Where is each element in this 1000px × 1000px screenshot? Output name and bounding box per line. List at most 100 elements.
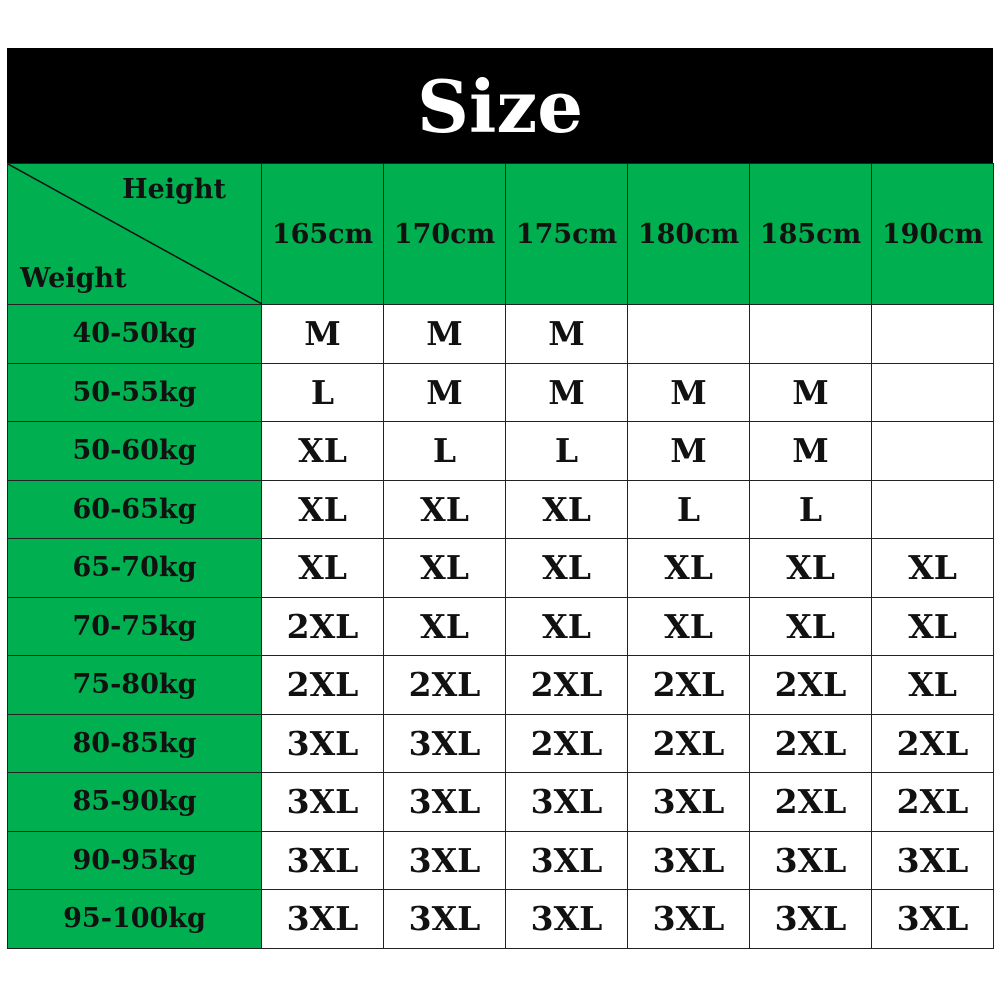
size-cell: M bbox=[261, 304, 384, 364]
size-cell: 2XL bbox=[505, 713, 628, 773]
height-header: 165cm bbox=[261, 163, 384, 305]
size-cell bbox=[871, 304, 994, 364]
size-cell: 3XL bbox=[383, 772, 506, 832]
size-cell: XL bbox=[383, 479, 506, 539]
table-row: 90-95kg 3XL 3XL 3XL 3XL 3XL 3XL bbox=[7, 830, 994, 890]
size-cell: XL bbox=[871, 655, 994, 715]
size-cell: XL bbox=[505, 479, 628, 539]
table-row: 50-60kg XL L L M M bbox=[7, 421, 994, 481]
weight-cell: 80-85kg bbox=[7, 713, 262, 773]
weight-cell: 75-80kg bbox=[7, 655, 262, 715]
weight-cell: 90-95kg bbox=[7, 830, 262, 890]
weight-cell: 60-65kg bbox=[7, 479, 262, 539]
weight-cell: 70-75kg bbox=[7, 596, 262, 656]
size-cell: XL bbox=[261, 421, 384, 481]
height-header: 190cm bbox=[871, 163, 994, 305]
height-header: 185cm bbox=[749, 163, 872, 305]
weight-cell: 65-70kg bbox=[7, 538, 262, 598]
size-cell: 3XL bbox=[383, 830, 506, 890]
height-header: 175cm bbox=[505, 163, 628, 305]
size-cell: XL bbox=[749, 538, 872, 598]
size-cell: M bbox=[505, 304, 628, 364]
size-cell bbox=[871, 362, 994, 422]
table-row: 60-65kg XL XL XL L L bbox=[7, 479, 994, 539]
size-cell: M bbox=[627, 421, 750, 481]
size-cell bbox=[627, 304, 750, 364]
size-cell: 2XL bbox=[749, 655, 872, 715]
size-cell bbox=[871, 479, 994, 539]
size-cell: 2XL bbox=[749, 713, 872, 773]
size-cell: XL bbox=[505, 596, 628, 656]
size-cell: XL bbox=[261, 479, 384, 539]
size-cell: XL bbox=[627, 538, 750, 598]
size-cell: 2XL bbox=[261, 655, 384, 715]
size-cell: L bbox=[627, 479, 750, 539]
size-cell: XL bbox=[505, 538, 628, 598]
chart-title: Size bbox=[7, 48, 993, 163]
table-row: 85-90kg 3XL 3XL 3XL 3XL 2XL 2XL bbox=[7, 772, 994, 832]
size-cell: M bbox=[505, 362, 628, 422]
size-cell: 3XL bbox=[749, 830, 872, 890]
diagonal-divider bbox=[8, 164, 262, 304]
size-cell: 3XL bbox=[505, 772, 628, 832]
table-row: 75-80kg 2XL 2XL 2XL 2XL 2XL XL bbox=[7, 655, 994, 715]
height-label: Height bbox=[122, 174, 226, 205]
size-cell: 3XL bbox=[871, 830, 994, 890]
size-cell: 2XL bbox=[627, 655, 750, 715]
size-cell: 3XL bbox=[627, 830, 750, 890]
size-cell: 2XL bbox=[749, 772, 872, 832]
size-cell: XL bbox=[871, 596, 994, 656]
table-row: 50-55kg L M M M M bbox=[7, 362, 994, 422]
corner-cell: Height Weight bbox=[7, 163, 262, 305]
weight-cell: 85-90kg bbox=[7, 772, 262, 832]
size-cell: 3XL bbox=[261, 713, 384, 773]
height-header: 180cm bbox=[627, 163, 750, 305]
size-cell: 3XL bbox=[505, 830, 628, 890]
size-cell: L bbox=[383, 421, 506, 481]
size-cell: 2XL bbox=[383, 655, 506, 715]
size-cell: 2XL bbox=[871, 772, 994, 832]
size-cell: 3XL bbox=[871, 889, 994, 949]
weight-cell: 40-50kg bbox=[7, 304, 262, 364]
size-cell: 2XL bbox=[505, 655, 628, 715]
table-row: 70-75kg 2XL XL XL XL XL XL bbox=[7, 596, 994, 656]
size-cell: 3XL bbox=[505, 889, 628, 949]
size-cell: 3XL bbox=[261, 772, 384, 832]
table-row: 65-70kg XL XL XL XL XL XL bbox=[7, 538, 994, 598]
size-cell bbox=[871, 421, 994, 481]
weight-cell: 50-55kg bbox=[7, 362, 262, 422]
size-cell: 3XL bbox=[383, 889, 506, 949]
size-cell: L bbox=[261, 362, 384, 422]
size-cell: L bbox=[749, 479, 872, 539]
table-row: 40-50kg M M M bbox=[7, 304, 994, 364]
weight-cell: 95-100kg bbox=[7, 889, 262, 949]
table-row: 80-85kg 3XL 3XL 2XL 2XL 2XL 2XL bbox=[7, 713, 994, 773]
size-cell: 2XL bbox=[261, 596, 384, 656]
weight-cell: 50-60kg bbox=[7, 421, 262, 481]
size-cell: XL bbox=[627, 596, 750, 656]
size-cell: 3XL bbox=[749, 889, 872, 949]
height-header: 170cm bbox=[383, 163, 506, 305]
size-cell: M bbox=[383, 304, 506, 364]
size-cell: M bbox=[749, 362, 872, 422]
size-cell: M bbox=[627, 362, 750, 422]
size-cell: M bbox=[749, 421, 872, 481]
size-cell: 3XL bbox=[261, 830, 384, 890]
size-cell: 3XL bbox=[627, 772, 750, 832]
size-cell: XL bbox=[261, 538, 384, 598]
header-row: Height Weight 165cm 170cm 175cm 180cm 185cm 1… bbox=[7, 163, 994, 305]
table-row: 95-100kg 3XL 3XL 3XL 3XL 3XL 3XL bbox=[7, 889, 994, 949]
size-cell: L bbox=[505, 421, 628, 481]
size-cell: XL bbox=[749, 596, 872, 656]
size-cell: M bbox=[383, 362, 506, 422]
size-table: Height Weight 165cm 170cm 175cm 180cm 185cm 1… bbox=[7, 163, 994, 949]
size-cell: XL bbox=[871, 538, 994, 598]
size-cell: 2XL bbox=[627, 713, 750, 773]
size-cell: 3XL bbox=[383, 713, 506, 773]
weight-label: Weight bbox=[20, 263, 127, 294]
size-cell bbox=[749, 304, 872, 364]
size-cell: XL bbox=[383, 596, 506, 656]
size-cell: 2XL bbox=[871, 713, 994, 773]
size-cell: 3XL bbox=[627, 889, 750, 949]
size-cell: XL bbox=[383, 538, 506, 598]
